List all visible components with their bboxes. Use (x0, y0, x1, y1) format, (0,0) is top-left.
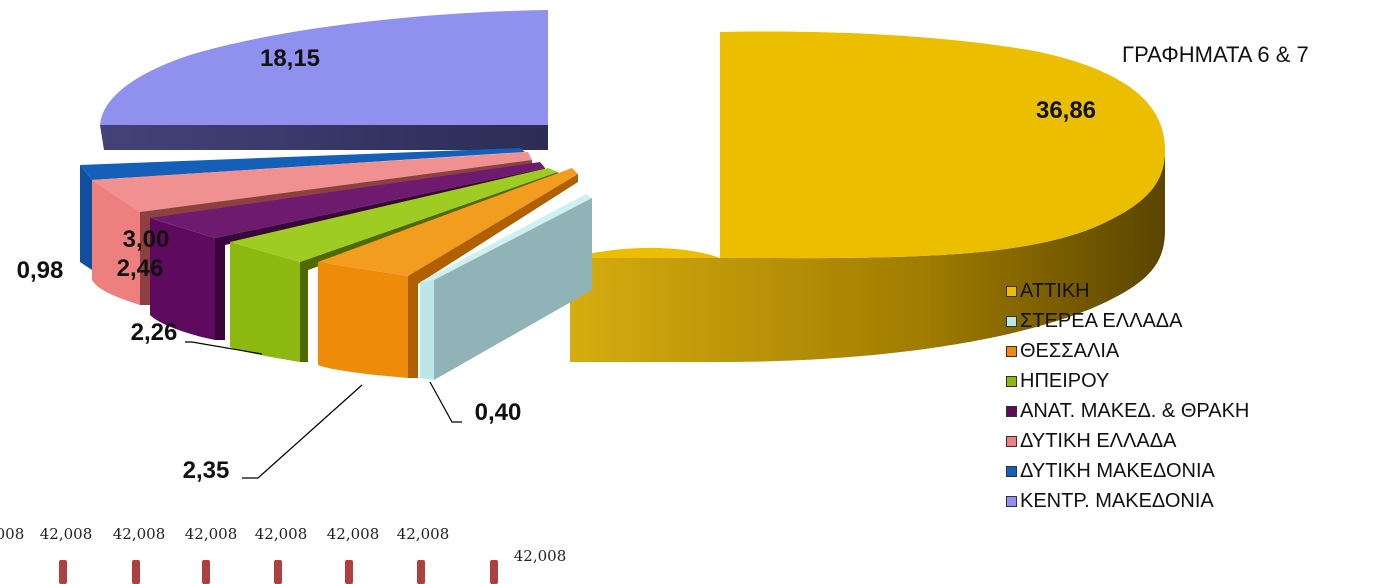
legend-label: ΗΠΕΙΡΟΥ (1020, 369, 1110, 392)
slice-kentr-makedonia (100, 10, 548, 150)
slice-attiki (570, 31, 1165, 362)
slice-thessalia (318, 168, 578, 378)
data-label: 0,40 (475, 399, 522, 426)
bar-value-label: 42,008 (113, 525, 166, 543)
slice-dytiki-makedonia-face (80, 165, 92, 270)
slice-anat-makedonia-thraki-face (150, 218, 215, 340)
leader-lines (185, 341, 462, 479)
data-label: 3,00 (123, 226, 170, 253)
bar-value-label: 42,008 (397, 525, 450, 543)
legend-swatch (1006, 405, 1017, 417)
legend-item: ΑΝΑΤ. ΜΑΚΕΔ. & ΘΡΑΚΗ (1006, 396, 1249, 426)
slice-thessalia-face (318, 262, 408, 378)
legend-swatch (1006, 465, 1017, 477)
slice-dytiki-ellada-top (92, 152, 532, 212)
legend-label: ΘΕΣΣΑΛΙΑ (1020, 339, 1120, 362)
slice-anat-makedonia-thraki-top (150, 162, 545, 238)
slice-dytiki-ellada-face (92, 180, 140, 305)
slice-dytiki-makedonia-top (80, 148, 525, 180)
legend-label: ΔΥΤΙΚΗ ΕΛΛΑΔΑ (1020, 429, 1177, 452)
data-label: 36,86 (1036, 97, 1096, 124)
legend-swatch (1006, 345, 1017, 357)
legend-item: ΣΤΕΡΕΑ ΕΛΛΑΔΑ (1006, 306, 1249, 336)
bar-value-label: 42,008 (514, 547, 567, 565)
bar (59, 560, 67, 584)
slice-thessalia-top (318, 168, 578, 276)
legend-label: ΑΝΑΤ. ΜΑΚΕΔ. & ΘΡΑΚΗ (1020, 399, 1250, 422)
slice-sterea-ellada-top (420, 194, 592, 282)
data-label: 0,98 (17, 257, 64, 284)
slice-dytiki-ellada (92, 152, 532, 305)
slice-dytiki-ellada-edge (140, 160, 532, 305)
bar-value-label: 42,008 (255, 525, 308, 543)
leader-line-2,35 (242, 384, 363, 479)
slice-kentr-makedonia-side (100, 125, 548, 150)
legend-item: ΚΕΝΤΡ. ΜΑΚΕΔΟΝΙΑ (1006, 486, 1249, 516)
legend-swatch (1006, 435, 1017, 447)
data-labels: 36,86 0,40 2,35 2,26 3,002,46 0,98 18,15 (17, 45, 1096, 484)
bar (417, 560, 425, 584)
bar (202, 560, 210, 584)
slice-sterea-ellada (420, 194, 592, 380)
legend-item: ΑΤΤΙΚΗ (1006, 276, 1249, 306)
legend-label: ΔΥΤΙΚΗ ΜΑΚΕΔΟΝΙΑ (1020, 459, 1215, 482)
bar-value-label: 42,008 (0, 525, 24, 543)
legend-label: ΑΤΤΙΚΗ (1020, 279, 1090, 302)
slice-dytiki-makedonia (80, 148, 525, 270)
leader-line-2,26 (185, 341, 263, 355)
slice-ipeirou-top (230, 168, 558, 262)
legend-swatch (1006, 495, 1017, 507)
bar (490, 560, 498, 584)
bar (274, 560, 282, 584)
legend-item: ΔΥΤΙΚΗ ΜΑΚΕΔΟΝΙΑ (1006, 456, 1249, 486)
data-label: 2,35 (183, 457, 230, 484)
legend-item: ΔΥΤΙΚΗ ΕΛΛΑΔΑ (1006, 426, 1249, 456)
bar (345, 560, 353, 584)
bar-value-label: 42,008 (185, 525, 238, 543)
slice-anat-makedonia-thraki (150, 162, 545, 340)
legend-swatch (1006, 375, 1017, 387)
bar-value-label: 42,008 (327, 525, 380, 543)
partial-bar-chart: 42,008 42,008 42,008 42,008 42,008 42,008 42,0… (0, 525, 566, 584)
legend-swatch (1006, 285, 1017, 297)
slice-attiki-top (570, 31, 1165, 259)
legend-label: ΣΤΕΡΕΑ ΕΛΛΑΔΑ (1020, 309, 1183, 332)
legend-item: ΗΠΕΙΡΟΥ (1006, 366, 1249, 396)
data-label: 2,26 (131, 319, 178, 346)
data-label: 18,15 (260, 45, 320, 72)
slice-kentr-makedonia-top (100, 10, 548, 125)
leader-line-0,40 (429, 381, 462, 423)
bar-value-label: 42,008 (40, 525, 93, 543)
page-title: ΓΡΑΦΗΜΑΤΑ 6 & 7 (1122, 42, 1309, 67)
legend-swatch (1006, 315, 1017, 327)
data-label: 2,46 (117, 255, 164, 282)
legend-label: ΚΕΝΤΡ. ΜΑΚΕΔΟΝΙΑ (1020, 489, 1214, 512)
legend: ΑΤΤΙΚΗ ΣΤΕΡΕΑ ΕΛΛΑΔΑ ΘΕΣΣΑΛΙΑ ΗΠΕΙΡΟΥ ΑΝΑΤ. … (1006, 276, 1249, 516)
slice-sterea-ellada-face (420, 280, 434, 380)
bar (132, 560, 140, 584)
legend-item: ΘΕΣΣΑΛΙΑ (1006, 336, 1249, 366)
slice-ipeirou-face (230, 242, 300, 362)
slice-attiki-side (570, 150, 1165, 362)
slice-sterea-ellada-edge (434, 198, 592, 380)
